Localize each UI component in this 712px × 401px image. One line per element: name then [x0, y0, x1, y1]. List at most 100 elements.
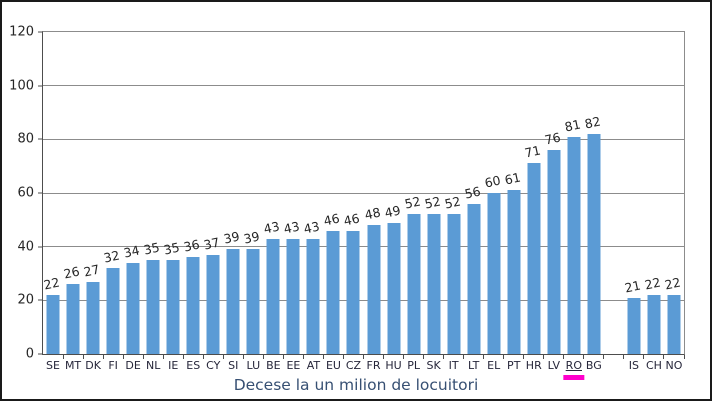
- x-axis-label-ee: EE: [286, 359, 301, 372]
- bar-slot-ch: 22 CH: [643, 32, 665, 371]
- bar-slot-es: 36 ES: [182, 32, 204, 371]
- chart-title: Decese la un milion de locuitori: [233, 376, 479, 394]
- value-label-hr: 71: [522, 142, 542, 161]
- bar-eu: [326, 231, 340, 354]
- value-label-es: 36: [182, 236, 202, 255]
- y-axis-tick: [38, 299, 42, 301]
- value-label-eu: 46: [322, 210, 342, 229]
- bar-slot-it: 52 IT: [443, 32, 465, 371]
- value-label-pl: 52: [402, 193, 422, 212]
- y-axis-tick: [38, 138, 42, 140]
- value-label-hu: 49: [382, 202, 402, 221]
- x-axis-label-sk: SK: [426, 359, 441, 372]
- y-axis-label: 60: [17, 185, 34, 201]
- y-axis-label: 0: [25, 346, 34, 362]
- bar-de: [126, 263, 140, 354]
- x-axis-label-hu: HU: [385, 359, 402, 372]
- x-axis-label-pl: PL: [407, 359, 420, 372]
- bar-slot-ie: 35 IE: [162, 32, 184, 371]
- value-label-lt: 56: [462, 183, 482, 202]
- bar-slot-dk: 27 DK: [82, 32, 104, 371]
- x-axis-label-fi: FI: [108, 359, 118, 372]
- y-axis-label: 40: [17, 239, 34, 255]
- bar-slot-hr: 71 HR: [522, 32, 545, 371]
- x-axis-label-fr: FR: [366, 359, 381, 372]
- bar-slot-fr: 48 FR: [362, 32, 385, 371]
- bar-lu: [246, 249, 260, 354]
- value-label-ch: 22: [643, 274, 662, 293]
- y-axis-tick: [38, 85, 42, 87]
- x-axis-label-cy: CY: [206, 359, 221, 372]
- bar-slot-mt: 26 MT: [62, 32, 84, 371]
- bar-se: [46, 295, 60, 354]
- bar-slot-fi: 32 FI: [102, 32, 124, 371]
- bar-slot-ee: 43 EE: [282, 32, 304, 371]
- bar-slot-cy: 37 CY: [202, 32, 224, 371]
- plot-area: 22 SE 26 MT 27 DK 32 FI 34 DE 35 NL 35 IE 36 ES 37 CY 39 SI…: [9, 26, 685, 371]
- bar-ie: [166, 260, 180, 354]
- value-label-ro: 81: [563, 116, 582, 135]
- bar-slot-at: 43 AT: [302, 32, 324, 371]
- x-axis-label-at: AT: [306, 359, 321, 372]
- bar-cz: [346, 231, 360, 354]
- y-axis-label: 20: [17, 292, 34, 308]
- value-label-bg: 82: [583, 113, 602, 132]
- x-axis-label-lu: LU: [246, 359, 261, 372]
- bar-hr: [527, 163, 541, 354]
- bar-lt: [467, 204, 481, 354]
- x-axis-label-bg: BG: [585, 359, 602, 372]
- bar-slot-sk: 52 SK: [423, 32, 445, 371]
- bar-slot-nl: 35 NL: [142, 32, 164, 371]
- value-label-lv: 76: [543, 129, 562, 148]
- value-label-fi: 32: [102, 247, 122, 266]
- bar-fr: [367, 225, 381, 354]
- x-axis-label-dk: DK: [85, 359, 101, 372]
- value-label-be: 43: [262, 218, 282, 237]
- bar-it: [447, 214, 461, 354]
- bar-slot-lu: 39 LU: [242, 32, 264, 371]
- y-axis-tick: [38, 353, 42, 355]
- bar-slot-is: 21 IS: [623, 32, 645, 371]
- gridline: [43, 85, 684, 87]
- x-axis-label-cz: CZ: [345, 359, 362, 372]
- bar-slot-pl: 52 PL: [402, 32, 425, 371]
- value-label-fr: 48: [362, 204, 382, 223]
- bar-slot-si: 39 SI: [223, 32, 244, 371]
- value-label-pt: 61: [502, 169, 522, 188]
- bar-cy: [206, 255, 220, 354]
- bar-pl: [407, 214, 421, 354]
- y-axis-tick: [38, 192, 42, 194]
- gridline: [43, 299, 684, 301]
- value-label-nl: 35: [142, 239, 162, 258]
- bar-slot-eu: 46 EU: [322, 32, 345, 371]
- bar-at: [306, 239, 320, 354]
- value-label-mt: 26: [62, 263, 81, 282]
- x-axis-label-mt: MT: [64, 359, 82, 372]
- bar-slot-lv: 76 LV: [543, 32, 565, 371]
- bar-dk: [86, 282, 100, 354]
- bar-slot-el: 60 EL: [482, 32, 505, 371]
- x-axis-label-hr: HR: [525, 359, 542, 372]
- y-axis-label: 100: [9, 78, 34, 94]
- value-label-lu: 39: [242, 228, 262, 247]
- bar-slot-bg: 82 BG: [583, 32, 605, 371]
- x-axis-label-de: DE: [125, 359, 141, 372]
- bar-slot-se: 22 SE: [42, 32, 64, 371]
- value-label-el: 60: [482, 172, 502, 191]
- bar-hu: [387, 223, 401, 354]
- x-axis-label-it: IT: [448, 359, 459, 372]
- bar-fi: [106, 268, 120, 354]
- y-axis-label: 120: [9, 24, 34, 40]
- x-axis-label-be: BE: [266, 359, 281, 372]
- y-axis-tick: [38, 31, 42, 33]
- value-label-at: 43: [302, 218, 322, 237]
- bar-lv: [547, 150, 561, 354]
- value-label-is: 21: [623, 277, 642, 296]
- bar-be: [266, 239, 280, 354]
- x-axis-label-pt: PT: [507, 359, 521, 372]
- value-label-ee: 43: [282, 218, 302, 237]
- x-axis-label-se: SE: [46, 359, 60, 372]
- value-label-ie: 35: [162, 239, 182, 258]
- bar-slot-be: 43 BE: [262, 32, 284, 371]
